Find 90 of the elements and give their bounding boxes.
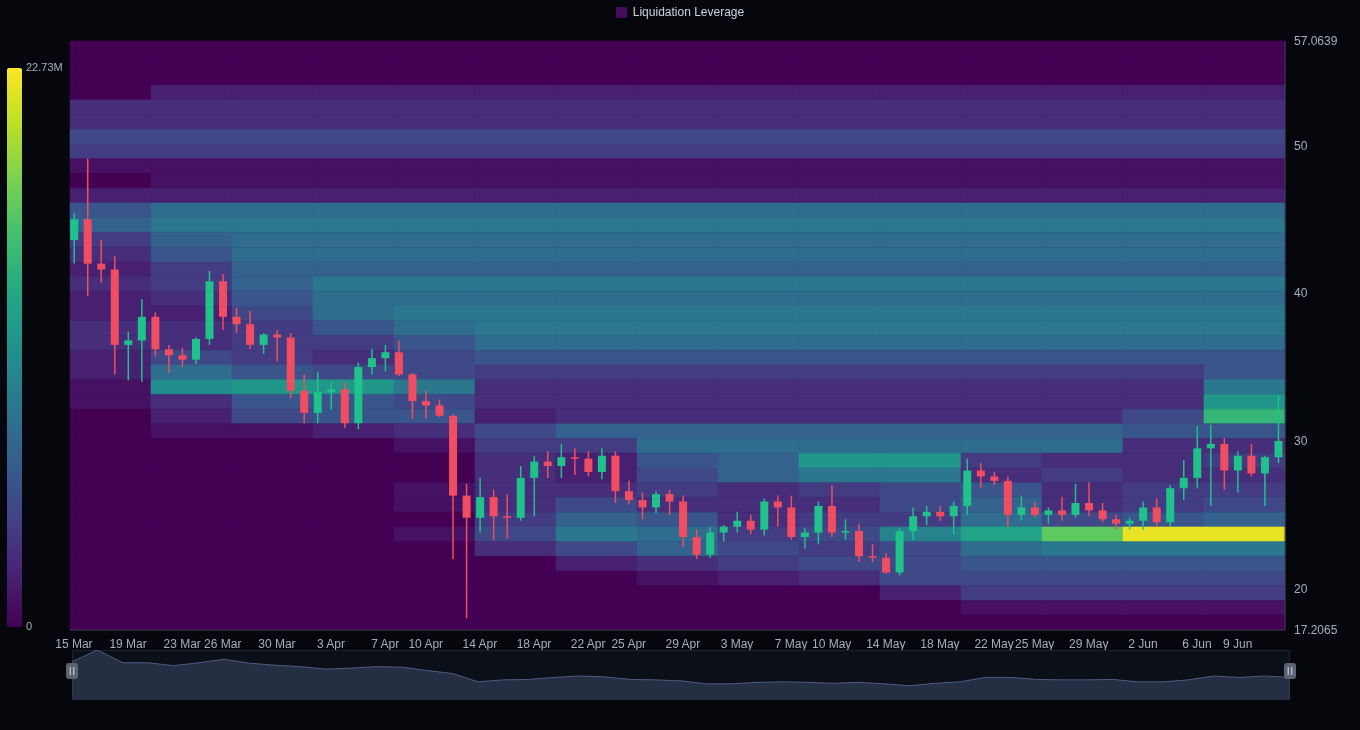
candlestick [1260,454,1269,507]
y-tick-label: 57.0639 [1294,34,1338,49]
candlestick [976,462,985,489]
candlestick [1274,394,1283,464]
candlestick [489,488,498,541]
candlestick [164,344,173,374]
candlestick [300,373,309,424]
candlestick [503,493,512,540]
x-tick-label: 10 Apr [408,636,444,651]
x-tick-label: 25 May [1014,636,1055,651]
x-tick-label: 10 May [812,636,852,651]
x-tick-label: 18 May [920,636,960,651]
candlestick [1071,483,1080,519]
color-bar-label: 22.73M [26,60,63,73]
candlestick [936,505,945,522]
candlestick [543,450,552,479]
candlestick [381,344,390,373]
candlestick [652,490,661,515]
candlestick [1247,443,1256,478]
candlestick [246,310,255,351]
candlestick [1085,481,1094,518]
candlestick [922,505,931,526]
candlestick [1233,450,1242,494]
y-tick-label: 20 [1294,581,1308,596]
candlestick [70,212,79,265]
candlestick [584,450,593,478]
candlestick [841,518,850,541]
y-tick-label: 30 [1294,434,1308,449]
candlestick [1017,494,1026,522]
candlestick [882,552,891,575]
x-tick-label: 2 Jun [1128,636,1158,651]
candlestick [706,525,715,559]
x-tick-label: 29 May [1069,636,1109,651]
candlestick [949,500,958,535]
x-tick-label: 14 Apr [462,636,498,651]
x-tick-label: 7 Apr [371,636,400,651]
candlestick [746,514,755,535]
candlestick [259,332,268,355]
candlestick [530,454,539,518]
x-tick-label: 9 Jun [1222,636,1253,651]
x-tick-label: 22 Apr [570,636,606,651]
x-tick-label: 15 Mar [55,636,93,651]
candlestick [462,483,471,620]
color-bar-title: Liquidation Leverage [632,5,745,19]
candlestick [1139,500,1148,531]
x-tick-label: 7 May [774,636,808,651]
candlestick [394,339,403,377]
candlestick [313,370,322,424]
candlestick [800,527,809,550]
candlestick [597,447,606,481]
candlestick [557,443,566,479]
x-tick-label: 6 Jun [1182,636,1212,651]
candlestick [137,298,146,383]
x-tick-label: 18 Apr [516,636,552,651]
candlestick [327,381,336,411]
x-tick-label: 14 May [866,636,906,651]
candlestick [638,491,647,521]
candlestick [624,480,633,506]
candlestick [570,447,579,476]
candlestick [1098,502,1107,523]
candlestick [178,347,187,368]
x-tick-label: 23 Mar [163,636,201,651]
x-tick-label: 26 Mar [204,636,242,651]
y-tick-label: 50 [1294,138,1308,153]
candlestick [692,528,701,560]
candlestick [97,239,106,284]
x-tick-label: 22 May [974,636,1014,651]
x-tick-label: 3 May [720,636,754,651]
y-tick-label: 17.2065 [1294,623,1338,638]
candlestick [476,477,485,534]
x-tick-label: 30 Mar [258,636,296,651]
candlestick [1057,496,1066,522]
candlestick [422,389,430,420]
candlestick [1179,459,1188,501]
candlestick [1152,497,1161,528]
candlestick [665,488,674,516]
candlestick [1112,514,1121,531]
candlestick [909,506,918,541]
x-tick-label: 25 Apr [611,636,647,651]
candlestick [1206,423,1215,507]
candlestick [124,330,133,382]
candlestick [733,511,742,534]
candlestick [232,307,241,334]
x-tick-label: 29 Apr [665,636,701,651]
x-tick-label: 19 Mar [109,636,147,651]
candlestick [191,336,200,365]
y-tick-label: 40 [1294,286,1308,301]
candlestick [367,348,376,376]
x-tick-label: 3 Apr [317,636,346,651]
color-bar-label: 0 [26,619,33,632]
